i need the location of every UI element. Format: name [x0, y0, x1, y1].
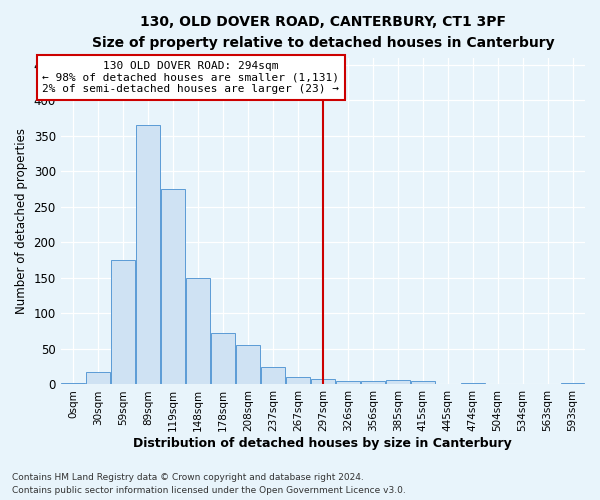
- Title: 130, OLD DOVER ROAD, CANTERBURY, CT1 3PF
Size of property relative to detached h: 130, OLD DOVER ROAD, CANTERBURY, CT1 3PF…: [92, 15, 554, 50]
- Bar: [286, 378, 310, 384]
- Bar: [111, 260, 135, 384]
- X-axis label: Distribution of detached houses by size in Canterbury: Distribution of detached houses by size …: [133, 437, 512, 450]
- Bar: [261, 368, 285, 384]
- Bar: [461, 383, 485, 384]
- Bar: [361, 381, 385, 384]
- Bar: [411, 381, 434, 384]
- Text: Contains HM Land Registry data © Crown copyright and database right 2024.
Contai: Contains HM Land Registry data © Crown c…: [12, 474, 406, 495]
- Text: 130 OLD DOVER ROAD: 294sqm
← 98% of detached houses are smaller (1,131)
2% of se: 130 OLD DOVER ROAD: 294sqm ← 98% of deta…: [42, 61, 339, 94]
- Bar: [161, 189, 185, 384]
- Y-axis label: Number of detached properties: Number of detached properties: [15, 128, 28, 314]
- Bar: [336, 381, 359, 384]
- Bar: [186, 278, 210, 384]
- Bar: [61, 383, 85, 384]
- Bar: [86, 372, 110, 384]
- Bar: [560, 383, 584, 384]
- Bar: [236, 346, 260, 385]
- Bar: [211, 334, 235, 384]
- Bar: [311, 379, 335, 384]
- Bar: [136, 125, 160, 384]
- Bar: [386, 380, 410, 384]
